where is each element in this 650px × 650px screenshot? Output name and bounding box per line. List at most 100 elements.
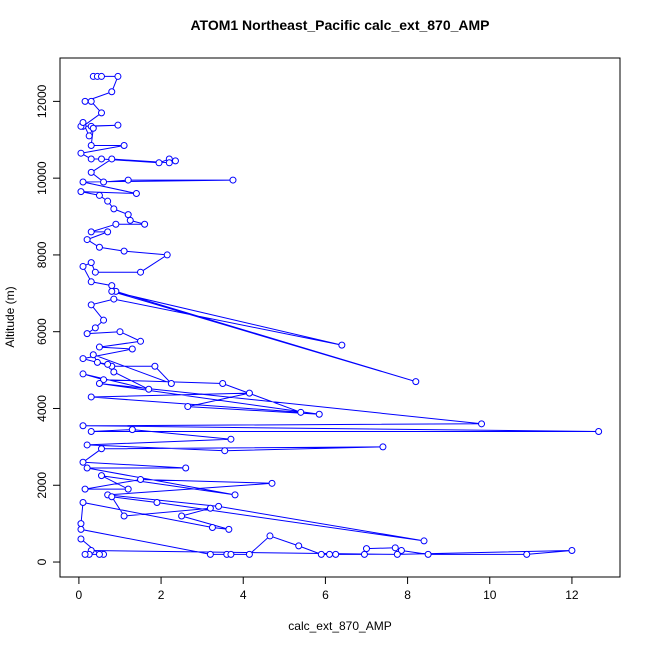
data-point — [295, 542, 303, 550]
data-point — [391, 544, 399, 552]
data-point — [523, 550, 531, 558]
data-point — [215, 502, 223, 510]
data-point — [393, 550, 401, 558]
data-point — [315, 410, 323, 418]
data-point — [332, 550, 340, 558]
data-point — [87, 301, 95, 309]
data-point — [87, 168, 95, 176]
data-point — [97, 472, 105, 480]
data-point — [110, 295, 118, 303]
data-point — [141, 220, 149, 228]
data-point — [397, 547, 405, 555]
data-point — [124, 176, 132, 184]
data-point — [132, 190, 140, 198]
data-point — [137, 268, 145, 276]
data-point — [227, 550, 235, 558]
data-point — [145, 385, 153, 393]
data-point — [104, 197, 112, 205]
data-point — [104, 360, 112, 368]
data-point — [379, 443, 387, 451]
data-point — [120, 142, 128, 150]
data-point — [108, 282, 116, 290]
data-point — [89, 124, 97, 132]
data-point — [100, 376, 108, 384]
data-point — [338, 341, 346, 349]
data-point — [77, 520, 85, 528]
x-tick-label: 12 — [565, 588, 579, 602]
plot-frame — [59, 57, 621, 578]
data-point — [87, 142, 95, 150]
data-point — [87, 259, 95, 267]
data-point — [178, 512, 186, 520]
data-point — [128, 345, 136, 353]
y-tick-label: 0 — [35, 558, 49, 565]
data-point — [114, 72, 122, 80]
data-point — [97, 155, 105, 163]
data-point — [153, 499, 161, 507]
data-point — [171, 157, 179, 165]
x-tick-label: 4 — [240, 588, 247, 602]
data-point — [79, 355, 87, 363]
data-point — [83, 464, 91, 472]
data-point — [120, 247, 128, 255]
data-point — [89, 351, 97, 359]
y-tick-label: 10000 — [35, 161, 49, 195]
data-point — [184, 403, 192, 411]
data-point — [87, 228, 95, 236]
data-point — [363, 545, 371, 553]
data-point — [208, 523, 216, 531]
data-point — [81, 485, 89, 493]
y-tick-label: 2000 — [35, 472, 49, 499]
x-tick-label: 2 — [158, 588, 165, 602]
data-point — [568, 547, 576, 555]
data-point — [95, 380, 103, 388]
data-point — [112, 220, 120, 228]
data-point — [225, 525, 233, 533]
data-point — [77, 535, 85, 543]
data-point — [317, 550, 325, 558]
data-point — [478, 420, 486, 428]
data-point — [79, 118, 87, 126]
data-point — [79, 499, 87, 507]
data-point — [155, 159, 163, 167]
data-point — [110, 368, 118, 376]
data-point — [424, 550, 432, 558]
data-point — [95, 343, 103, 351]
data-point — [87, 393, 95, 401]
data-point — [128, 426, 136, 434]
chart-title: ATOM1 Northeast_Pacific calc_ext_870_AMP — [190, 17, 489, 33]
data-point — [83, 441, 91, 449]
y-tick-label: 6000 — [35, 318, 49, 345]
data-point — [116, 328, 124, 336]
data-point — [79, 370, 87, 378]
data-point — [219, 380, 227, 388]
data-point — [165, 159, 173, 167]
data-point — [245, 550, 253, 558]
data-point — [266, 532, 274, 540]
data-point — [104, 228, 112, 236]
data-point — [231, 491, 239, 499]
data-point — [227, 435, 235, 443]
data-point — [77, 149, 85, 157]
data-point — [245, 389, 253, 397]
x-tick-label: 0 — [76, 588, 83, 602]
data-point — [79, 458, 87, 466]
data-point — [79, 178, 87, 186]
data-point — [206, 504, 214, 512]
data-point — [167, 380, 175, 388]
data-point — [412, 378, 420, 386]
data-point — [108, 88, 116, 96]
y-tick-label: 4000 — [35, 395, 49, 422]
data-point — [91, 324, 99, 332]
y-axis-label: Altitude (m) — [3, 286, 17, 347]
data-point — [77, 188, 85, 196]
data-point — [163, 251, 171, 259]
data-point — [120, 512, 128, 520]
x-tick-label: 10 — [483, 588, 497, 602]
x-tick-label: 8 — [404, 588, 411, 602]
data-point — [595, 428, 603, 436]
data-point — [124, 485, 132, 493]
data-point — [87, 155, 95, 163]
data-point — [79, 262, 87, 270]
